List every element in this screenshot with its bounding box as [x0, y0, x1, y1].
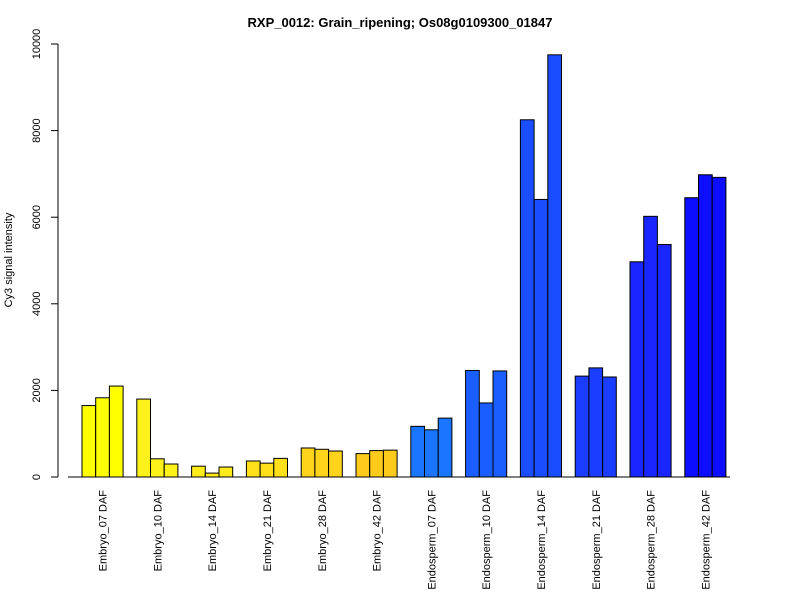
bar — [218, 466, 234, 478]
bar — [533, 198, 549, 478]
bar — [478, 402, 494, 478]
bar — [602, 376, 617, 478]
bar — [410, 425, 425, 478]
bars-group — [81, 54, 727, 478]
bar — [81, 405, 97, 478]
y-tick-label: 0 — [31, 474, 43, 480]
y-tick-label: 10000 — [31, 29, 43, 60]
bar — [369, 450, 384, 478]
bar — [273, 457, 288, 478]
y-axis-label: Cy3 signal intensity — [3, 212, 15, 307]
y-axis: 0 2000 4000 6000 8000 10000 — [31, 29, 59, 480]
category-label: Endosperm_21 DAF — [591, 490, 603, 590]
category-label: Endosperm_10 DAF — [481, 490, 493, 590]
y-tick-label: 8000 — [31, 118, 43, 142]
category-label: Embryo_10 DAF — [152, 490, 164, 572]
category-label: Endosperm_28 DAF — [646, 490, 658, 590]
bar — [300, 447, 316, 478]
bar — [519, 119, 535, 478]
bar — [328, 450, 343, 478]
bar — [465, 369, 480, 478]
category-label: Embryo_21 DAF — [262, 490, 274, 572]
bar — [204, 472, 220, 478]
category-label: Embryo_28 DAF — [317, 490, 329, 572]
bar — [259, 462, 275, 478]
bar — [698, 174, 713, 478]
category-label: Embryo_14 DAF — [207, 490, 219, 572]
bar — [547, 54, 562, 478]
category-label: Embryo_07 DAF — [98, 490, 110, 572]
bar — [574, 375, 590, 478]
chart-title: RXP_0012: Grain_ripening; Os08g0109300_0… — [248, 15, 553, 30]
bar — [108, 385, 124, 478]
bar — [711, 176, 727, 478]
y-tick-label: 4000 — [31, 292, 43, 316]
bar — [437, 417, 453, 478]
bar — [643, 215, 658, 478]
bar — [245, 460, 261, 478]
bar — [492, 370, 508, 478]
y-tick-label: 6000 — [31, 205, 43, 229]
bar — [355, 453, 371, 478]
bar — [656, 243, 672, 478]
category-label: Endosperm_07 DAF — [426, 490, 438, 590]
bar — [588, 367, 604, 478]
bar — [684, 197, 699, 478]
bar — [163, 463, 179, 478]
bar — [95, 397, 110, 478]
y-tick-label: 2000 — [31, 378, 43, 402]
category-labels: Embryo_07 DAF Embryo_10 DAF Embryo_14 DAF E… — [98, 490, 713, 590]
category-label: Endosperm_42 DAF — [700, 490, 712, 590]
bar — [191, 465, 206, 478]
bar — [136, 398, 152, 478]
bar — [150, 458, 165, 478]
category-label: Embryo_42 DAF — [372, 490, 384, 572]
bar — [424, 429, 439, 478]
bar — [629, 261, 645, 478]
category-label: Endosperm_14 DAF — [536, 490, 548, 590]
bar — [314, 448, 330, 478]
bar — [382, 449, 398, 478]
